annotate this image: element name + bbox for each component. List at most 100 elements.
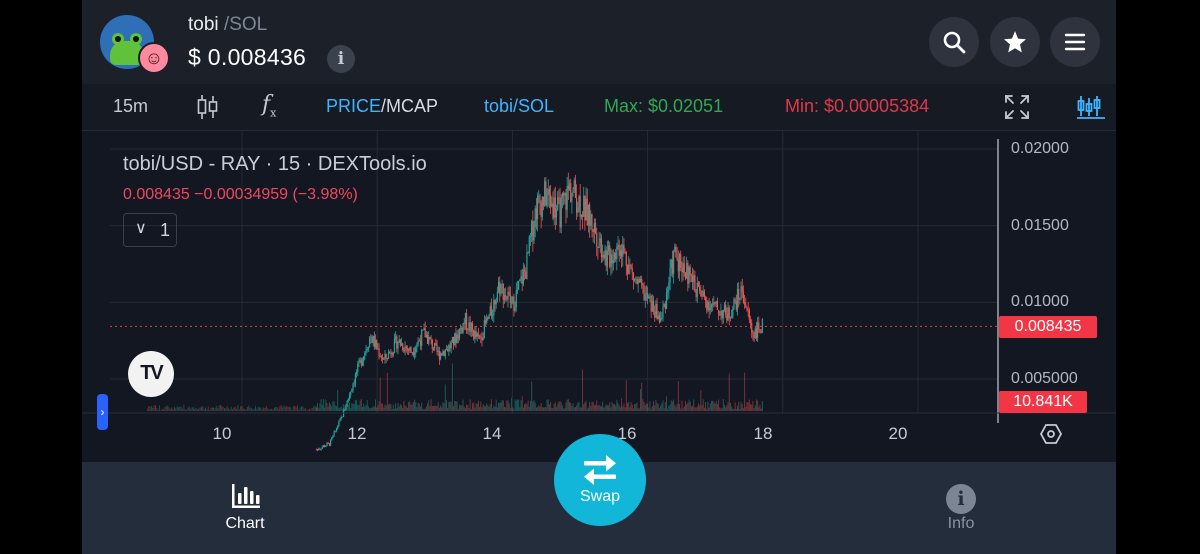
interval-selector[interactable]: 15m xyxy=(113,96,149,116)
volume-bar xyxy=(501,400,503,411)
volume-bar xyxy=(726,405,728,411)
volume-bar xyxy=(221,405,223,411)
candle-body xyxy=(540,202,542,217)
volume-bar xyxy=(298,409,300,411)
indicators-button[interactable]: fx xyxy=(262,92,276,119)
candle-body xyxy=(669,267,671,284)
candle-body xyxy=(328,443,330,446)
volume-bar xyxy=(599,405,601,411)
swap-label[interactable]: Swap xyxy=(579,488,621,505)
price-chart[interactable]: tobi/USD - RAY · 15 · DEXTools.io 0.0084… xyxy=(82,131,1116,462)
chart-canvas[interactable] xyxy=(82,131,1116,462)
candle-body xyxy=(399,339,401,346)
swap-button[interactable]: Swap xyxy=(554,434,646,526)
volume-bar xyxy=(282,407,284,411)
nav-info-label[interactable]: Info xyxy=(947,515,975,532)
volume-bar xyxy=(612,404,614,411)
chart-type-button[interactable] xyxy=(196,94,220,125)
volume-bar xyxy=(466,404,468,411)
candle-body xyxy=(748,310,750,320)
candle-body xyxy=(617,244,619,247)
candle-body xyxy=(651,300,653,312)
candle-body xyxy=(564,192,566,196)
tradingview-logo[interactable]: TV xyxy=(128,351,174,397)
candle-body xyxy=(759,329,761,333)
menu-button[interactable] xyxy=(1050,17,1100,67)
volume-bar xyxy=(393,408,395,411)
candle-body xyxy=(447,348,449,352)
mcap-toggle[interactable]: /MCAP xyxy=(381,96,439,116)
volume-bar xyxy=(436,406,438,411)
volume-bar xyxy=(157,409,159,411)
volume-bar xyxy=(410,404,412,411)
candle-body xyxy=(332,435,334,438)
volume-bar xyxy=(434,405,436,411)
volume-bar xyxy=(348,402,350,411)
candle-body xyxy=(644,293,646,301)
volume-bar xyxy=(163,409,165,411)
volume-bar xyxy=(519,407,521,411)
volume-bar xyxy=(461,405,463,411)
volume-bar xyxy=(675,406,677,411)
candle-body xyxy=(574,180,577,198)
volume-bar xyxy=(444,384,446,411)
candle-body xyxy=(602,254,604,258)
candle-body xyxy=(591,214,593,230)
candle-body xyxy=(590,214,592,226)
volume-bar xyxy=(648,407,650,411)
nav-chart-button[interactable] xyxy=(231,482,261,515)
volume-bar xyxy=(513,408,515,411)
candle-body xyxy=(339,418,341,422)
volume-bar xyxy=(384,404,386,411)
volume-bar xyxy=(423,408,425,411)
nav-chart-label[interactable]: Chart xyxy=(225,515,265,532)
volume-bar xyxy=(450,401,452,411)
candle-body xyxy=(384,353,386,359)
candle-body xyxy=(377,348,379,350)
price-toggle[interactable]: PRICE xyxy=(326,96,382,116)
volume-bar xyxy=(154,405,156,411)
chart-settings-button[interactable] xyxy=(1076,94,1106,125)
volume-bar xyxy=(589,401,591,411)
volume-bar xyxy=(701,405,703,411)
volume-bar xyxy=(230,406,232,411)
volume-bar xyxy=(757,400,759,411)
legend-collapse-button[interactable]: ∨ 1 xyxy=(123,213,177,247)
candle-body xyxy=(334,430,336,432)
pair-toggle[interactable]: tobi/SOL xyxy=(484,96,555,116)
candle-body xyxy=(418,340,420,342)
candle-body xyxy=(508,292,510,295)
candle-body xyxy=(431,339,433,350)
info-icon[interactable]: i xyxy=(946,484,976,514)
volume-bar xyxy=(649,401,651,411)
volume-bar xyxy=(557,404,559,411)
price-mcap-toggle[interactable]: PRICE/MCAP xyxy=(326,96,438,117)
volume-bar xyxy=(424,408,426,411)
search-button[interactable] xyxy=(929,17,979,67)
volume-bar xyxy=(327,406,329,411)
fullscreen-button[interactable] xyxy=(1004,94,1030,125)
candle-body xyxy=(383,358,385,360)
candle-body xyxy=(403,349,405,352)
star-icon xyxy=(1004,31,1026,53)
volume-bar xyxy=(288,406,290,411)
volume-bar xyxy=(409,401,411,411)
candle-body xyxy=(405,346,407,349)
volume-bar xyxy=(207,406,209,411)
price-info-icon[interactable]: i xyxy=(327,45,355,73)
candle-body xyxy=(410,347,412,353)
volume-bar xyxy=(673,399,675,411)
chart-legend-title: tobi/USD - RAY · 15 · DEXTools.io xyxy=(123,153,427,175)
volume-bar xyxy=(408,402,410,411)
volume-bar xyxy=(267,408,269,411)
candle-body xyxy=(604,250,606,259)
candle-body xyxy=(501,284,503,285)
drawing-toolbar-toggle[interactable]: › xyxy=(97,394,108,430)
volume-bar xyxy=(603,407,605,411)
volume-bar xyxy=(198,408,200,411)
volume-bar xyxy=(707,401,709,411)
volume-bar xyxy=(194,408,196,411)
volume-bar xyxy=(489,404,491,411)
volume-bar xyxy=(681,400,683,411)
favorite-button[interactable] xyxy=(990,17,1040,67)
